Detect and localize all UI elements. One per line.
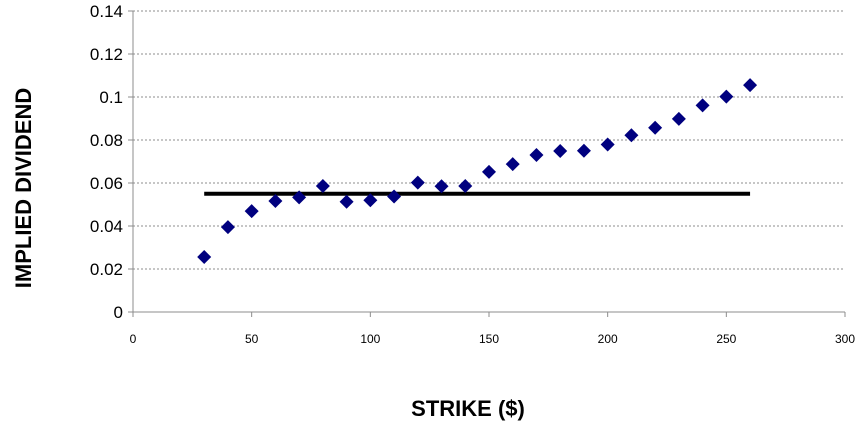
data-point bbox=[410, 175, 425, 190]
y-tick-labels: 0 0.02 0.04 0.06 0.08 0.1 0.12 0.14 bbox=[90, 2, 123, 322]
y-tick-label: 0.12 bbox=[90, 45, 123, 64]
data-point bbox=[387, 189, 402, 204]
data-point bbox=[553, 143, 568, 158]
x-tick-label: 100 bbox=[360, 332, 380, 346]
data-point bbox=[197, 249, 212, 264]
data-point bbox=[482, 164, 496, 179]
data-point bbox=[339, 194, 354, 209]
y-tick-label: 0.14 bbox=[90, 2, 123, 21]
data-point bbox=[268, 194, 283, 209]
data-point bbox=[434, 179, 449, 194]
data-point bbox=[624, 128, 639, 143]
y-tick-label: 0.02 bbox=[90, 260, 123, 279]
data-point bbox=[600, 137, 615, 152]
y-tick-label: 0.06 bbox=[90, 174, 123, 193]
x-tick-label: 200 bbox=[598, 332, 618, 346]
data-points bbox=[197, 78, 758, 264]
x-tick-label: 300 bbox=[835, 332, 855, 346]
data-point bbox=[695, 98, 710, 113]
y-tick-label: 0 bbox=[114, 303, 123, 322]
y-tick-label: 0.1 bbox=[99, 88, 123, 107]
axes bbox=[128, 10, 846, 317]
data-point bbox=[315, 179, 330, 194]
x-tick-label: 50 bbox=[245, 332, 259, 346]
y-tick-label: 0.08 bbox=[90, 131, 123, 150]
data-point bbox=[505, 157, 520, 172]
x-axis-title: STRIKE ($) bbox=[411, 396, 525, 421]
data-point bbox=[576, 143, 591, 158]
data-point bbox=[458, 179, 473, 194]
y-tick-label: 0.04 bbox=[90, 217, 123, 236]
x-tick-label: 0 bbox=[130, 332, 137, 346]
data-point bbox=[244, 204, 259, 219]
x-tick-label: 250 bbox=[716, 332, 736, 346]
x-tick-labels: 0 50 100 150 200 250 300 bbox=[130, 332, 856, 346]
data-point bbox=[220, 220, 235, 235]
data-point bbox=[743, 78, 758, 93]
data-point bbox=[648, 120, 663, 135]
x-tick-label: 150 bbox=[479, 332, 499, 346]
data-point bbox=[671, 111, 686, 126]
data-point bbox=[292, 190, 307, 205]
y-axis-title: IMPLIED DIVIDEND bbox=[11, 88, 36, 288]
data-point bbox=[719, 89, 734, 104]
data-point bbox=[363, 193, 378, 208]
gridlines bbox=[133, 10, 845, 270]
data-point bbox=[529, 148, 544, 163]
